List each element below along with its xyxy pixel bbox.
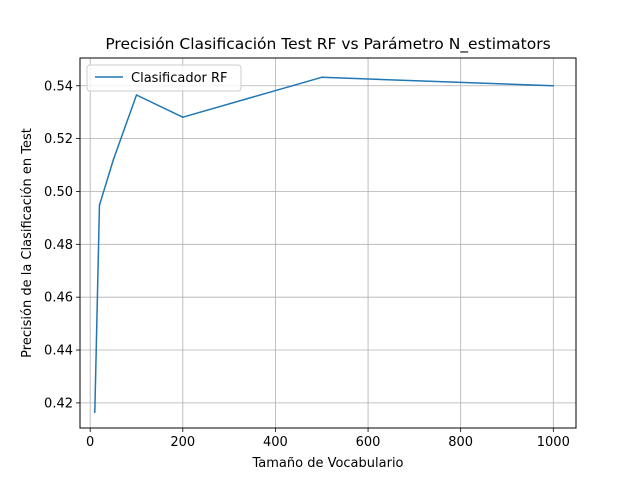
x-axis-ticks: 0 200 400 600 800 1000 <box>86 428 570 450</box>
chart-title: Precisión Clasificación Test RF vs Parám… <box>105 35 550 54</box>
y-tick-label: 0.48 <box>44 238 73 253</box>
data-point <box>98 204 101 207</box>
x-tick-label: 600 <box>356 435 381 450</box>
x-tick-label: 0 <box>86 435 94 450</box>
x-axis-label: Tamaño de Vocabulario <box>251 456 403 471</box>
data-point <box>112 158 115 161</box>
data-point <box>182 116 184 118</box>
series-layer <box>94 76 555 413</box>
grid <box>80 58 576 428</box>
x-tick-label: 800 <box>448 435 473 450</box>
y-tick-label: 0.44 <box>44 344 73 359</box>
x-tick-label: 1000 <box>537 435 570 450</box>
data-point <box>94 411 96 413</box>
y-tick-label: 0.52 <box>44 132 73 147</box>
y-tick-label: 0.42 <box>44 396 73 411</box>
data-point <box>552 84 555 87</box>
legend: Clasificador RF <box>86 64 242 92</box>
y-tick-label: 0.46 <box>44 291 73 306</box>
y-tick-label: 0.54 <box>44 79 73 94</box>
y-axis-ticks: 0.42 0.44 0.46 0.48 0.50 0.52 0.54 <box>44 79 80 411</box>
y-axis-label: Precisión de la Clasificación en Test <box>20 128 35 358</box>
plot-frame <box>79 57 577 429</box>
plot-area <box>80 58 576 428</box>
data-point <box>135 94 138 96</box>
x-tick-label: 200 <box>170 435 195 450</box>
legend-box <box>86 64 242 92</box>
legend-label: Clasificador RF <box>131 71 228 86</box>
data-point <box>320 76 323 79</box>
y-tick-label: 0.50 <box>44 185 73 200</box>
x-tick-label: 400 <box>263 435 288 450</box>
